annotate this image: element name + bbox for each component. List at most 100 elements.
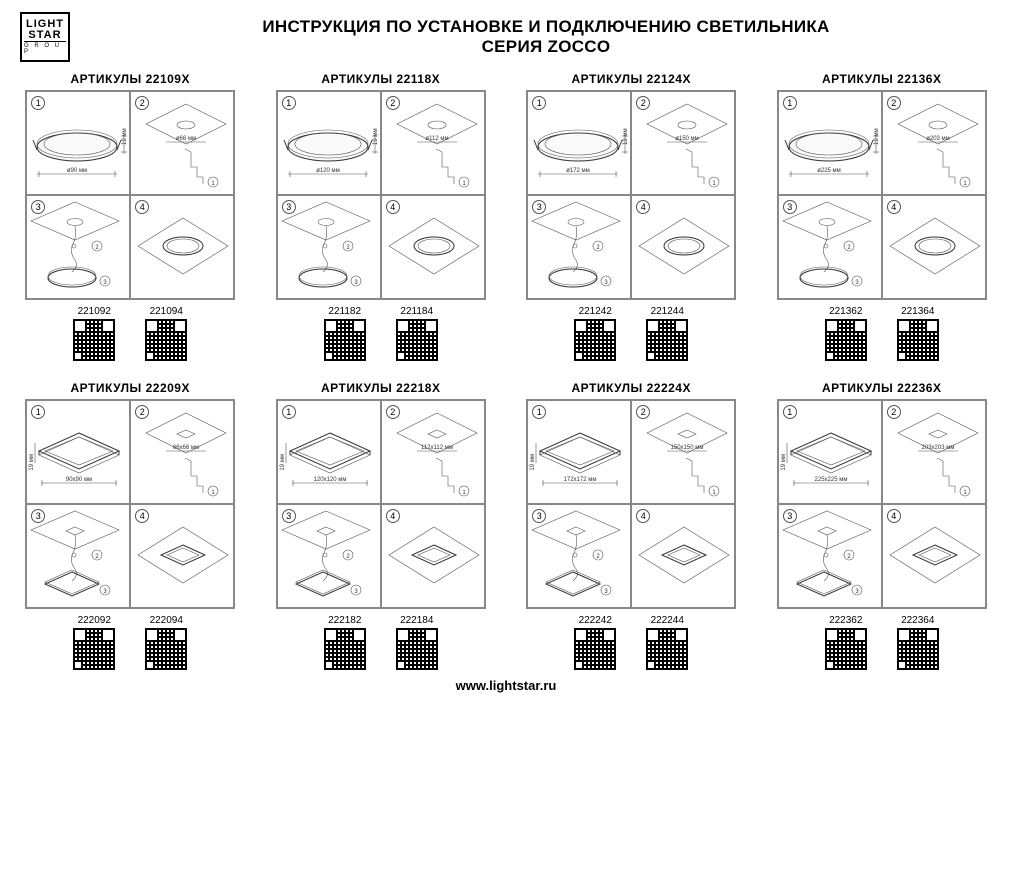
step-number: 1 bbox=[783, 405, 797, 419]
step-4: 4 bbox=[381, 195, 485, 299]
step-1: 1 ø90 мм 19 мм bbox=[26, 91, 130, 195]
qr-code-icon bbox=[574, 628, 616, 670]
svg-text:19 мм: 19 мм bbox=[373, 128, 379, 145]
step-4: 4 bbox=[631, 195, 735, 299]
product-title: АРТИКУЛЫ 22118X bbox=[321, 72, 440, 86]
qr-label: 222362 bbox=[829, 615, 862, 626]
svg-text:3: 3 bbox=[354, 589, 358, 595]
step-number: 2 bbox=[386, 405, 400, 419]
qr-code-icon bbox=[73, 319, 115, 361]
qr-row: 221242221244 bbox=[574, 306, 688, 361]
logo-line2: STAR bbox=[28, 30, 61, 41]
qr-code-icon bbox=[396, 319, 438, 361]
step-number: 4 bbox=[386, 200, 400, 214]
svg-text:66x66 мм: 66x66 мм bbox=[173, 445, 199, 451]
svg-text:19 мм: 19 мм bbox=[874, 128, 880, 145]
product-block: АРТИКУЛЫ 22236X1 225x225 мм 19 мм 2 203x… bbox=[772, 381, 993, 670]
step-3: 3 2 3 bbox=[26, 195, 130, 299]
svg-text:ø90 мм: ø90 мм bbox=[67, 168, 87, 174]
qr-row: 221362 221364 bbox=[825, 306, 939, 361]
step-number: 4 bbox=[887, 509, 901, 523]
steps-grid: 1 90x90 мм 19 мм 2 66x66 мм 1 3 2 3 4 bbox=[25, 399, 235, 609]
svg-text:203x203 мм: 203x203 мм bbox=[921, 445, 954, 451]
svg-text:2: 2 bbox=[96, 554, 100, 560]
qr-item: 222092 bbox=[73, 615, 115, 670]
svg-text:2: 2 bbox=[346, 245, 350, 251]
svg-text:2: 2 bbox=[597, 554, 601, 560]
svg-text:19 мм: 19 мм bbox=[122, 128, 128, 145]
step-2: 2 150x150 мм 1 bbox=[631, 400, 735, 504]
step-number: 3 bbox=[282, 200, 296, 214]
qr-item: 221182 bbox=[324, 306, 366, 361]
svg-text:172x172 мм: 172x172 мм bbox=[564, 477, 597, 483]
step-4: 4 bbox=[631, 504, 735, 608]
qr-code-icon bbox=[324, 628, 366, 670]
qr-item: 222244 bbox=[646, 615, 688, 670]
svg-text:1: 1 bbox=[462, 181, 466, 187]
product-block: АРТИКУЛЫ 22109X1 ø90 мм 19 мм 2 ø66 мм 1… bbox=[20, 72, 241, 361]
svg-text:3: 3 bbox=[605, 280, 609, 286]
step-3: 3 2 3 bbox=[277, 195, 381, 299]
qr-row: 222242 222244 bbox=[574, 615, 688, 670]
svg-text:2: 2 bbox=[847, 554, 851, 560]
step-number: 3 bbox=[783, 509, 797, 523]
qr-label: 221364 bbox=[901, 306, 934, 317]
step-number: 1 bbox=[282, 96, 296, 110]
qr-label: 222242 bbox=[579, 615, 612, 626]
product-block: АРТИКУЛЫ 22209X 1 90x90 мм 19 мм 2 66x66 … bbox=[20, 381, 241, 670]
step-number: 3 bbox=[783, 200, 797, 214]
step-4: 4 bbox=[381, 504, 485, 608]
steps-grid: 1 ø225 мм 19 мм 2 ø203 мм 1 3 2 3 4 bbox=[777, 90, 987, 300]
svg-text:2: 2 bbox=[346, 554, 350, 560]
step-1: 1 ø225 мм 19 мм bbox=[778, 91, 882, 195]
qr-row: 221092 221094 bbox=[73, 306, 187, 361]
qr-label: 221094 bbox=[150, 306, 183, 317]
qr-code-icon bbox=[825, 319, 867, 361]
qr-item: 221362 bbox=[825, 306, 867, 361]
steps-grid: 1 ø120 мм 19 мм 2 ø112 мм 1 3 2 3 4 bbox=[276, 90, 486, 300]
svg-text:ø172 мм: ø172 мм bbox=[566, 168, 590, 174]
step-2: 2 ø66 мм 1 bbox=[130, 91, 234, 195]
qr-label: 221362 bbox=[829, 306, 862, 317]
product-title: АРТИКУЛЫ 22218X bbox=[321, 381, 440, 395]
svg-text:1: 1 bbox=[212, 181, 216, 187]
qr-label: 222092 bbox=[78, 615, 111, 626]
svg-text:ø120 мм: ø120 мм bbox=[316, 168, 340, 174]
qr-item: 222362 bbox=[825, 615, 867, 670]
logo: LIGHT STAR G R O U P bbox=[20, 12, 70, 62]
steps-grid: 1 172x172 мм 19 мм 2 150x150 мм 1 3 2 3 … bbox=[526, 399, 736, 609]
step-number: 4 bbox=[887, 200, 901, 214]
qr-code-icon bbox=[646, 628, 688, 670]
page-title: ИНСТРУКЦИЯ ПО УСТАНОВКЕ И ПОДКЛЮЧЕНИЮ СВ… bbox=[100, 17, 992, 57]
step-3: 3 2 3 bbox=[778, 195, 882, 299]
qr-label: 222244 bbox=[651, 615, 684, 626]
qr-label: 222094 bbox=[150, 615, 183, 626]
svg-text:19 мм: 19 мм bbox=[530, 454, 536, 471]
svg-text:1: 1 bbox=[713, 181, 717, 187]
step-1: 1 225x225 мм 19 мм bbox=[778, 400, 882, 504]
product-title: АРТИКУЛЫ 22124X bbox=[572, 72, 691, 86]
svg-text:3: 3 bbox=[855, 589, 859, 595]
header: LIGHT STAR G R O U P ИНСТРУКЦИЯ ПО УСТАН… bbox=[20, 12, 992, 62]
qr-code-icon bbox=[324, 319, 366, 361]
svg-text:2: 2 bbox=[597, 245, 601, 251]
svg-text:120x120 мм: 120x120 мм bbox=[313, 477, 346, 483]
qr-item: 221092 bbox=[73, 306, 115, 361]
product-title: АРТИКУЛЫ 22136X bbox=[822, 72, 941, 86]
footer-url: www.lightstar.ru bbox=[20, 678, 992, 693]
step-2: 2 66x66 мм 1 bbox=[130, 400, 234, 504]
svg-text:2: 2 bbox=[96, 245, 100, 251]
qr-item: 221244 bbox=[646, 306, 688, 361]
svg-text:19 мм: 19 мм bbox=[29, 454, 35, 471]
step-2: 2 203x203 мм 1 bbox=[882, 400, 986, 504]
qr-item: 222184 bbox=[396, 615, 438, 670]
product-title: АРТИКУЛЫ 22209X bbox=[71, 381, 190, 395]
step-number: 4 bbox=[386, 509, 400, 523]
svg-text:ø150 мм: ø150 мм bbox=[675, 136, 699, 142]
svg-text:3: 3 bbox=[855, 280, 859, 286]
qr-item: 222094 bbox=[145, 615, 187, 670]
step-1: 1 ø172 мм 19 мм bbox=[527, 91, 631, 195]
subtitle: СЕРИЯ ZOCCO bbox=[100, 37, 992, 57]
step-3: 3 2 3 bbox=[527, 504, 631, 608]
svg-text:ø66 мм: ø66 мм bbox=[176, 136, 196, 142]
